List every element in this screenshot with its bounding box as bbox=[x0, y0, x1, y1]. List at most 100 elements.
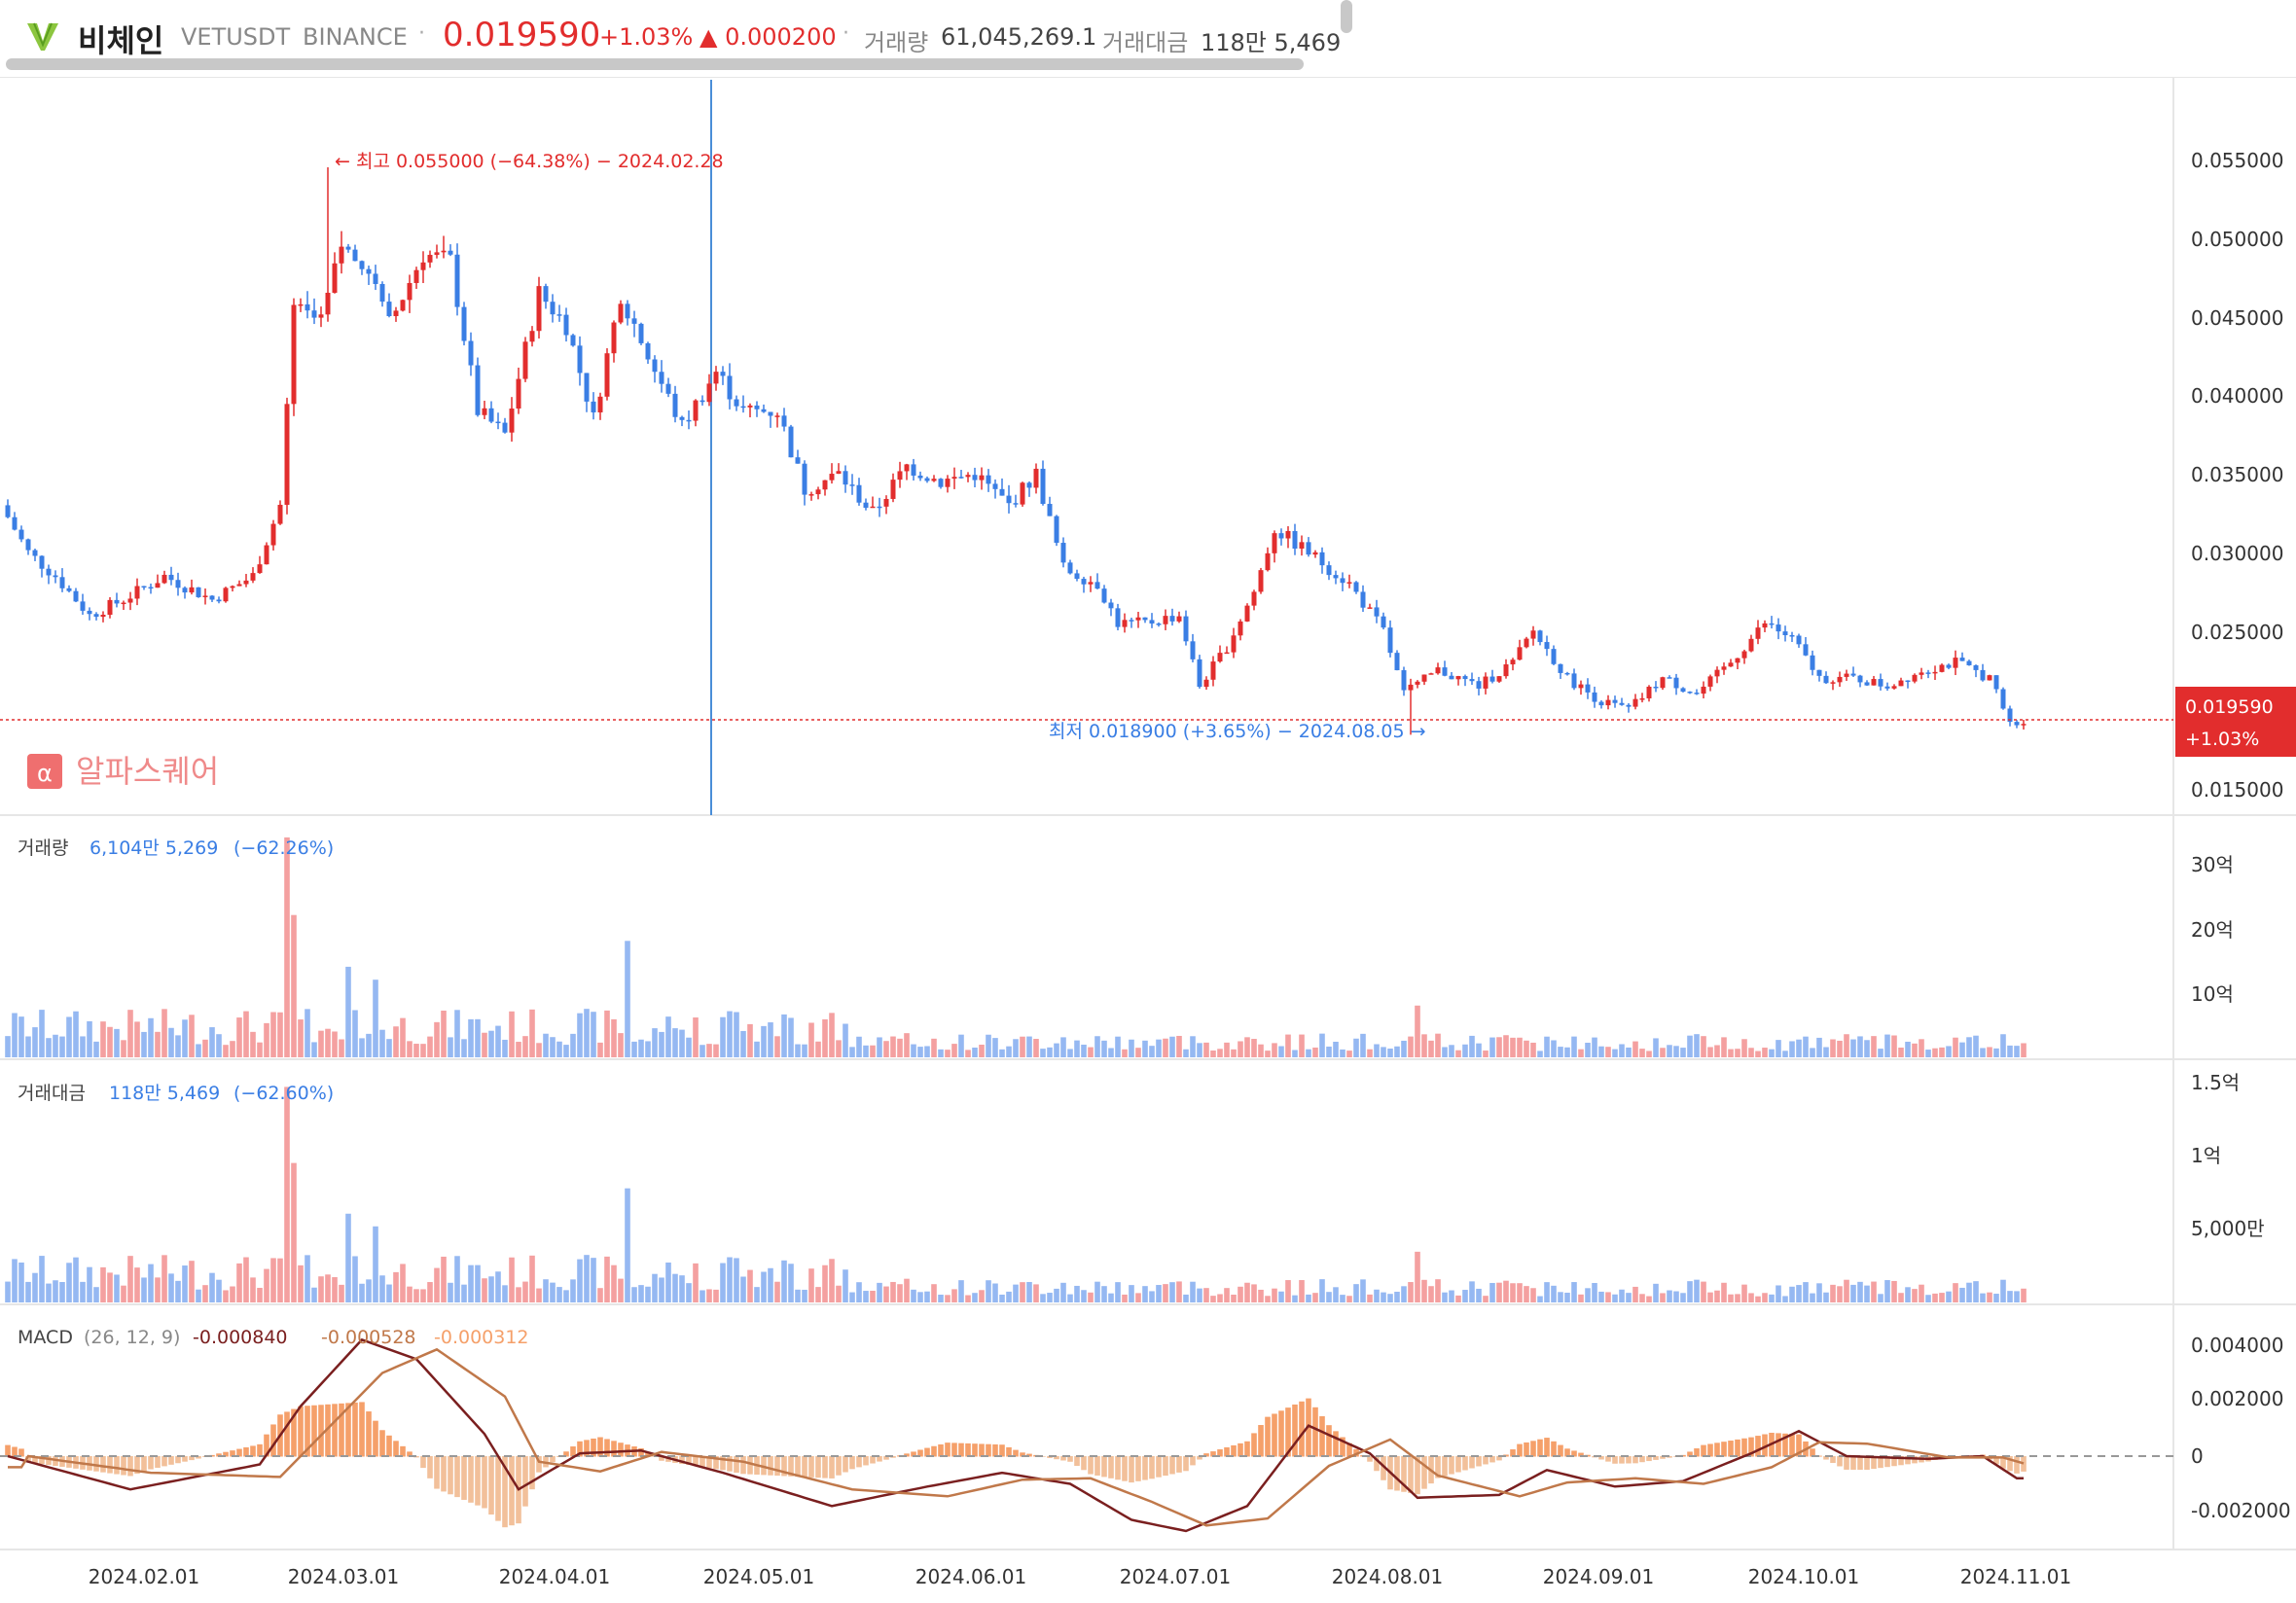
macd-hist-bar bbox=[1544, 1438, 1550, 1457]
candle-body bbox=[1680, 688, 1686, 693]
macd-hist-bar bbox=[727, 1456, 733, 1472]
horizontal-scrollbar[interactable] bbox=[6, 58, 1304, 70]
candle-body bbox=[1694, 693, 1700, 695]
volume-bar bbox=[1272, 1043, 1277, 1057]
volume-bar bbox=[1741, 1039, 1747, 1057]
volume-bar bbox=[638, 1039, 644, 1057]
amount-bar bbox=[1612, 1294, 1618, 1302]
amount-bar bbox=[1387, 1294, 1393, 1302]
separator-dot: · bbox=[843, 21, 849, 46]
candle-body bbox=[264, 545, 269, 565]
candle-body bbox=[761, 409, 767, 412]
volume-bar bbox=[625, 941, 630, 1057]
volume-bar bbox=[1789, 1041, 1795, 1057]
macd-hist-bar bbox=[788, 1456, 794, 1477]
volume-bar bbox=[1047, 1047, 1053, 1057]
candle-body bbox=[32, 550, 38, 556]
amount-bar bbox=[958, 1280, 964, 1302]
candle-body bbox=[897, 471, 903, 481]
amount-bar bbox=[693, 1263, 699, 1302]
macd-line bbox=[7, 1337, 2024, 1533]
amount-bar bbox=[795, 1289, 801, 1302]
volume-bar bbox=[1006, 1046, 1012, 1057]
volume-bar bbox=[509, 1011, 515, 1057]
amount-bar bbox=[73, 1257, 79, 1302]
volume-bar bbox=[1953, 1037, 1958, 1057]
volume-bar bbox=[1796, 1039, 1802, 1057]
volume-bar bbox=[18, 1016, 24, 1057]
amount-bar bbox=[679, 1275, 685, 1302]
macd-hist-bar bbox=[161, 1456, 167, 1467]
volume-bar bbox=[843, 1023, 848, 1057]
amount-bar bbox=[93, 1287, 99, 1302]
macd-hist-bar bbox=[611, 1441, 617, 1457]
volume-bar bbox=[1421, 1034, 1427, 1057]
macd-hist-bar bbox=[570, 1446, 576, 1457]
candle-body bbox=[1360, 591, 1366, 608]
macd-hist-bar bbox=[216, 1453, 222, 1457]
candle-body bbox=[911, 464, 916, 476]
amount-bar bbox=[1449, 1290, 1454, 1302]
volume-bar bbox=[407, 1041, 413, 1057]
macd-hist-bar bbox=[700, 1456, 705, 1468]
candle-body bbox=[1462, 676, 1468, 680]
amount-bar bbox=[1782, 1296, 1788, 1302]
candle-body bbox=[1585, 684, 1591, 693]
macd-hist-bar bbox=[1421, 1456, 1427, 1489]
amount-bar bbox=[1551, 1285, 1557, 1302]
macd-hist-bar bbox=[1878, 1456, 1883, 1469]
volume-bar bbox=[761, 1025, 767, 1057]
vertical-scrollbar[interactable] bbox=[1341, 0, 1352, 33]
volume-bar bbox=[53, 1034, 58, 1057]
candle-body bbox=[1619, 702, 1625, 705]
candle-body bbox=[1993, 675, 1999, 690]
amount-bar bbox=[1844, 1279, 1849, 1302]
volume-bar bbox=[1823, 1047, 1829, 1057]
volume-bar bbox=[1653, 1038, 1659, 1057]
macd-hist-bar bbox=[502, 1456, 508, 1528]
candle-body bbox=[1163, 616, 1168, 624]
volume-bar bbox=[93, 1041, 99, 1057]
macd-hist-bar bbox=[781, 1456, 787, 1477]
volume-bar bbox=[795, 1044, 801, 1057]
macd-hist-bar bbox=[1231, 1444, 1237, 1457]
amount-bar bbox=[127, 1256, 133, 1302]
candle-body bbox=[127, 598, 133, 603]
volume-bar bbox=[1503, 1035, 1509, 1057]
volume-bar bbox=[1149, 1046, 1155, 1057]
x-tick: 2024.04.01 bbox=[499, 1565, 611, 1588]
candle-body bbox=[236, 584, 242, 587]
volume-bar bbox=[182, 1019, 188, 1057]
macd-hist-bar bbox=[2021, 1456, 2027, 1472]
macd-hist-bar bbox=[1442, 1456, 1448, 1477]
amount-bar bbox=[631, 1287, 637, 1302]
amount-bar bbox=[1319, 1279, 1325, 1302]
macd-hist-bar bbox=[822, 1456, 828, 1478]
candle-body bbox=[611, 322, 617, 354]
amount-bar bbox=[863, 1291, 869, 1302]
candle-body bbox=[1898, 680, 1904, 687]
candle-body bbox=[536, 286, 542, 332]
candle-body bbox=[1088, 582, 1094, 585]
macd-hist-bar bbox=[1530, 1441, 1536, 1457]
volume-bar bbox=[379, 1029, 385, 1057]
candle-body bbox=[992, 483, 998, 489]
amount-bar bbox=[1592, 1282, 1597, 1302]
macd-hist-bar bbox=[591, 1438, 596, 1457]
volume-bar bbox=[420, 1044, 426, 1057]
macd-hist-bar bbox=[972, 1443, 978, 1457]
candle-body bbox=[1953, 658, 1958, 668]
volume-bar bbox=[1544, 1036, 1550, 1057]
candle-body bbox=[1489, 676, 1495, 682]
amount-bar bbox=[107, 1272, 113, 1302]
amount-bar bbox=[1578, 1294, 1584, 1302]
macd-hist-bar bbox=[475, 1456, 481, 1506]
amount-bar bbox=[1946, 1291, 1952, 1302]
amount-bar bbox=[1054, 1288, 1059, 1302]
candle-body bbox=[1605, 699, 1611, 706]
amount-bar bbox=[461, 1284, 467, 1302]
volume-bar bbox=[1122, 1049, 1128, 1057]
volume-bar bbox=[1244, 1037, 1250, 1057]
candle-body bbox=[182, 588, 188, 593]
